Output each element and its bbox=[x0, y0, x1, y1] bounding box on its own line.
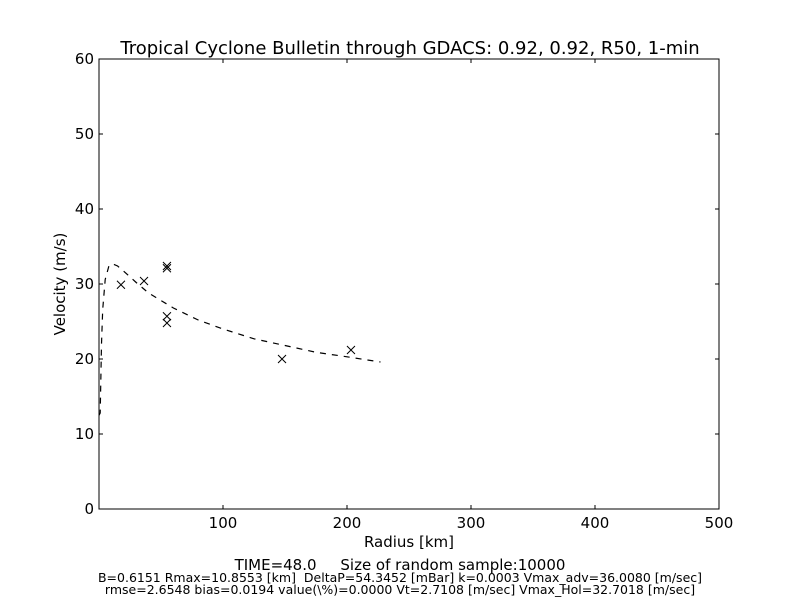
x-tick-label: 200 bbox=[333, 514, 362, 532]
annotation-stats: rmse=2.6548 bias=0.0194 value(\%)=0.0000… bbox=[105, 582, 695, 597]
plot-frame bbox=[98, 58, 720, 510]
fit-curve bbox=[98, 263, 381, 416]
x-tick-label: 300 bbox=[457, 514, 486, 532]
y-tick-label: 40 bbox=[75, 200, 94, 218]
data-point bbox=[162, 261, 172, 271]
x-tick-label: 100 bbox=[209, 514, 238, 532]
data-point bbox=[116, 280, 126, 290]
y-tick-label: 30 bbox=[75, 275, 94, 293]
chart-title: Tropical Cyclone Bulletin through GDACS:… bbox=[119, 38, 699, 59]
data-point bbox=[162, 263, 172, 273]
data-point bbox=[162, 311, 172, 321]
data-point bbox=[162, 318, 172, 328]
data-point bbox=[139, 276, 149, 286]
annotation-time: TIME=48.0 Size of random sample:10000 bbox=[234, 556, 566, 574]
y-axis-label: Velocity (m/s) bbox=[51, 233, 69, 336]
y-tick-label: 0 bbox=[84, 500, 94, 518]
data-point bbox=[277, 354, 287, 364]
y-tick-label: 10 bbox=[75, 425, 94, 443]
y-tick-label: 60 bbox=[75, 50, 94, 68]
data-point bbox=[346, 345, 356, 355]
x-tick-label: 400 bbox=[581, 514, 610, 532]
annotation-params: B=0.6151 Rmax=10.8553 [km] DeltaP=54.345… bbox=[98, 570, 702, 585]
y-tick-label: 20 bbox=[75, 350, 94, 368]
x-tick-label: 500 bbox=[705, 514, 734, 532]
x-axis-label: Radius [km] bbox=[364, 533, 454, 551]
y-tick-label: 50 bbox=[75, 125, 94, 143]
